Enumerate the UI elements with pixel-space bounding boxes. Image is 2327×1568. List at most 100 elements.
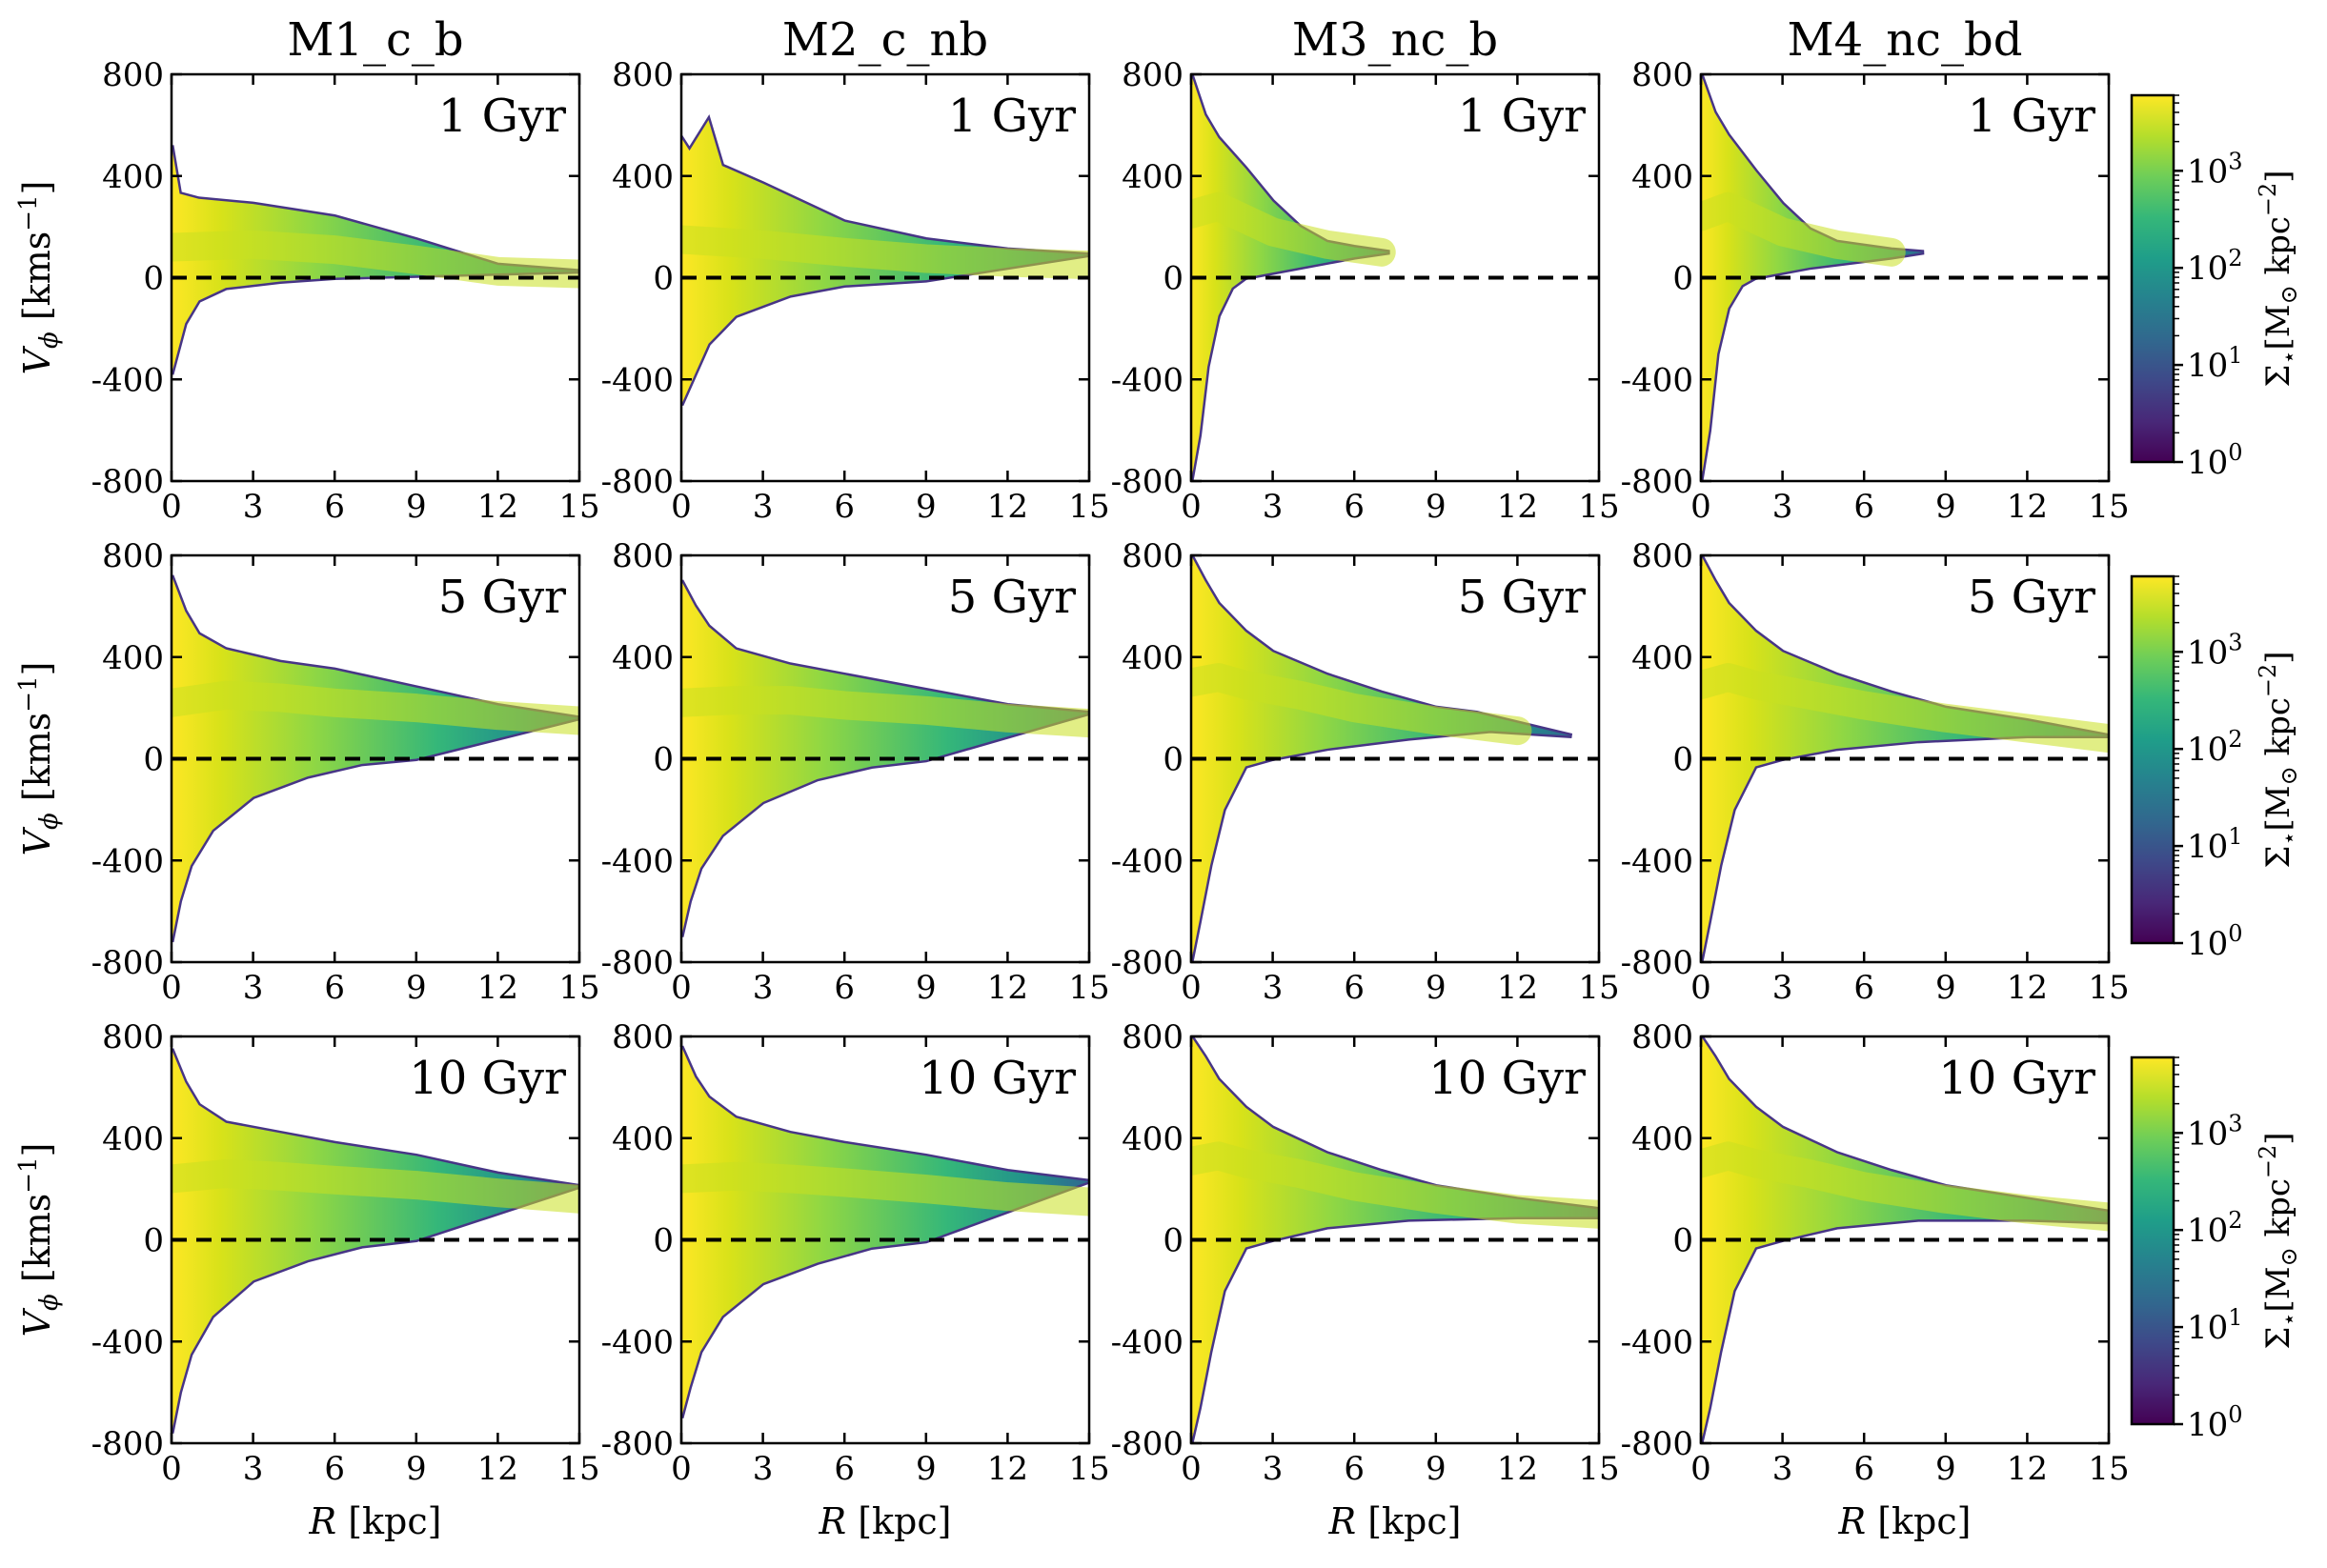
panel-time-label: 1 Gyr bbox=[1968, 90, 2095, 143]
panel-time-label: 5 Gyr bbox=[438, 571, 566, 624]
x-axis-label: R [kpc] bbox=[819, 1500, 952, 1542]
colorbar-tick-label: 103 bbox=[2187, 148, 2243, 191]
density-ridge bbox=[1701, 1141, 2109, 1232]
panel-time-label: 10 Gyr bbox=[1428, 1052, 1586, 1105]
colorbar-tick-exp: 0 bbox=[2228, 920, 2242, 947]
x-tick-label: 15 bbox=[1578, 969, 1619, 1007]
y-axis-label-symbol: V bbox=[16, 1307, 58, 1337]
x-tick-label: 12 bbox=[477, 1450, 518, 1488]
y-axis-label-subscript: ϕ bbox=[35, 332, 64, 349]
colorbar-tick-label: 101 bbox=[2187, 823, 2243, 866]
x-tick-label: 12 bbox=[987, 969, 1028, 1007]
x-tick-label: 0 bbox=[671, 488, 692, 526]
y-tick-label: 0 bbox=[143, 1222, 164, 1260]
y-tick-label: 400 bbox=[1631, 1120, 1693, 1158]
y-tick-label: 0 bbox=[1672, 1222, 1693, 1260]
y-tick-label: 0 bbox=[1672, 741, 1693, 779]
x-tick-label: 0 bbox=[1181, 969, 1202, 1007]
panel-M3_nc_b-0: 0 3 6 9 12 15 -800 -400 0 400 800 1 Gyr bbox=[1111, 56, 1620, 526]
y-tick-label: 0 bbox=[143, 741, 164, 779]
panel-time-label: 5 Gyr bbox=[1968, 571, 2095, 624]
colorbar-tick-exp: 3 bbox=[2228, 1110, 2242, 1136]
colorbar-tick-exp: 3 bbox=[2228, 148, 2242, 174]
x-tick-label: 9 bbox=[1935, 969, 1956, 1007]
panel-M1_c_b-2: 0 3 6 9 12 15 -800 -400 0 400 800 10 Gyr bbox=[91, 1018, 600, 1488]
x-axis-label-unit: [kpc] bbox=[846, 1500, 951, 1542]
y-tick-label: 800 bbox=[1122, 1018, 1184, 1056]
x-tick-label: 3 bbox=[1772, 488, 1793, 526]
y-tick-label: -400 bbox=[1111, 361, 1184, 399]
y-axis-label-subscript: ϕ bbox=[35, 813, 64, 830]
x-tick-label: 9 bbox=[916, 488, 937, 526]
x-tick-label: 3 bbox=[1263, 969, 1284, 1007]
y-tick-label: 400 bbox=[1122, 158, 1184, 196]
x-tick-label: 6 bbox=[324, 969, 345, 1007]
x-tick-label: 15 bbox=[558, 1450, 599, 1488]
x-axis-label-unit: [kpc] bbox=[1356, 1500, 1461, 1542]
colorbar-label-sun: ⊙ bbox=[2276, 285, 2302, 304]
x-tick-label: 0 bbox=[1690, 488, 1711, 526]
colorbar-tick-label: 100 bbox=[2187, 439, 2243, 482]
panel-time-label: 1 Gyr bbox=[1458, 90, 1586, 143]
y-tick-label: 0 bbox=[1163, 260, 1184, 298]
colorbar-tick-exp: 2 bbox=[2228, 726, 2242, 753]
colorbar-tick-base: 10 bbox=[2187, 250, 2228, 288]
colorbar-label-subscript: ⋆ bbox=[2276, 831, 2302, 845]
x-tick-label: 12 bbox=[987, 1450, 1028, 1488]
y-axis-label-unit: [kms bbox=[16, 713, 58, 813]
x-tick-label: 0 bbox=[161, 1450, 182, 1488]
x-tick-label: 6 bbox=[834, 488, 855, 526]
y-axis-label: Vϕ [kms−1] bbox=[14, 662, 64, 856]
y-tick-label: -400 bbox=[1111, 842, 1184, 880]
y-tick-label: 0 bbox=[1163, 1222, 1184, 1260]
x-tick-label: 0 bbox=[671, 1450, 692, 1488]
colorbar-label-sun: ⊙ bbox=[2276, 1247, 2302, 1266]
y-tick-label: -800 bbox=[1111, 944, 1184, 982]
panel-M1_c_b-0: 0 3 6 9 12 15 -800 -400 0 400 800 1 Gyr bbox=[91, 56, 600, 526]
y-tick-label: 800 bbox=[102, 1018, 164, 1056]
colorbar-label-unit: [M bbox=[2259, 1266, 2297, 1312]
colorbar-tick-base: 10 bbox=[2187, 633, 2228, 672]
y-tick-label: 0 bbox=[1163, 741, 1184, 779]
y-tick-label: 800 bbox=[1122, 56, 1184, 94]
panel-time-label: 10 Gyr bbox=[919, 1052, 1076, 1105]
x-axis-label-symbol: R bbox=[1838, 1500, 1867, 1542]
colorbar-label-close: ] bbox=[2259, 170, 2297, 182]
colorbar-tick-label: 100 bbox=[2187, 1401, 2243, 1444]
y-axis-label-unit-close: ] bbox=[16, 181, 58, 195]
colorbar-tick-label: 101 bbox=[2187, 342, 2243, 385]
x-tick-label: 12 bbox=[2007, 1450, 2048, 1488]
x-tick-label: 15 bbox=[1068, 1450, 1109, 1488]
colorbar-tick-base: 10 bbox=[2187, 152, 2228, 191]
x-tick-label: 9 bbox=[1935, 488, 1956, 526]
colorbar-tick-exp: 2 bbox=[2228, 245, 2242, 271]
x-tick-label: 6 bbox=[834, 969, 855, 1007]
colorbar-tick-exp: 1 bbox=[2228, 823, 2242, 850]
colorbar-tick-base: 10 bbox=[2187, 1212, 2228, 1250]
x-tick-label: 9 bbox=[916, 969, 937, 1007]
x-tick-label: 3 bbox=[243, 1450, 264, 1488]
panel-time-label: 5 Gyr bbox=[948, 571, 1076, 624]
x-tick-label: 3 bbox=[243, 488, 264, 526]
x-tick-label: 9 bbox=[406, 1450, 427, 1488]
y-tick-label: -800 bbox=[601, 463, 674, 501]
x-tick-label: 15 bbox=[558, 969, 599, 1007]
x-tick-label: 12 bbox=[1497, 488, 1538, 526]
x-tick-label: 3 bbox=[753, 969, 774, 1007]
y-tick-label: 800 bbox=[102, 56, 164, 94]
column-title: M1_c_b bbox=[287, 13, 463, 67]
x-tick-label: 15 bbox=[1578, 488, 1619, 526]
y-tick-label: -800 bbox=[91, 1425, 164, 1463]
x-axis-label-symbol: R bbox=[1328, 1500, 1357, 1542]
x-tick-label: 9 bbox=[1935, 1450, 1956, 1488]
y-tick-label: -800 bbox=[601, 1425, 674, 1463]
y-tick-label: 400 bbox=[612, 639, 674, 677]
colorbar-tick-base: 10 bbox=[2187, 828, 2228, 866]
x-tick-label: 9 bbox=[1426, 488, 1447, 526]
panel-time-label: 1 Gyr bbox=[438, 90, 566, 143]
x-tick-label: 6 bbox=[1344, 1450, 1365, 1488]
y-tick-label: -400 bbox=[91, 1323, 164, 1361]
colorbar-gradient bbox=[2130, 93, 2175, 464]
colorbar-tick-base: 10 bbox=[2187, 1406, 2228, 1444]
y-tick-label: -800 bbox=[91, 944, 164, 982]
